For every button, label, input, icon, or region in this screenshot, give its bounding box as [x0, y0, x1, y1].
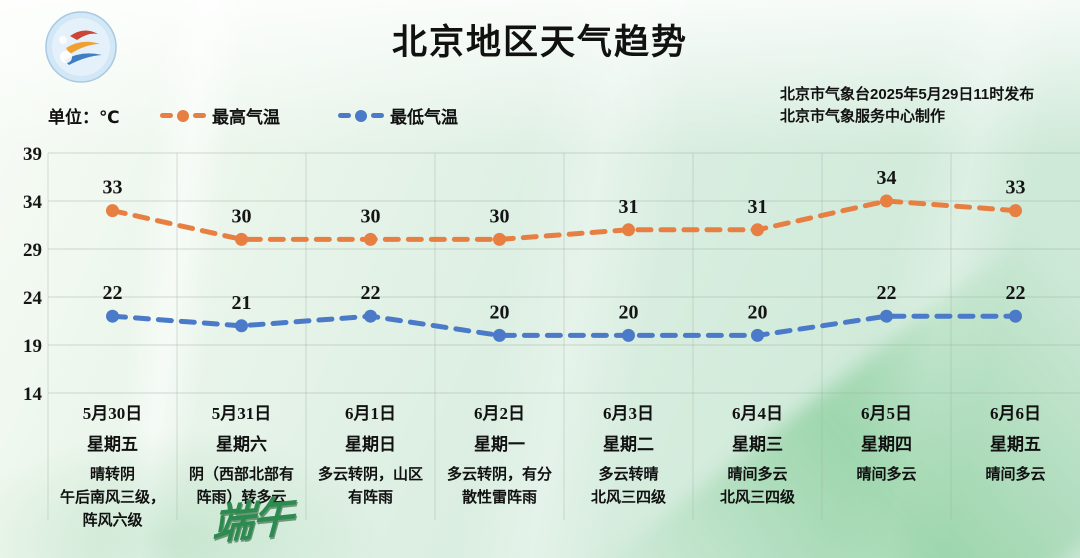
data-point-label: 20	[748, 301, 768, 323]
day-date: 6月4日	[732, 404, 783, 423]
data-point	[493, 232, 506, 246]
data-point	[364, 309, 377, 323]
data-point	[493, 328, 506, 342]
day-date: 6月2日	[474, 404, 525, 423]
beijing-meteorological-service-logo-icon	[45, 11, 117, 83]
data-point	[364, 232, 377, 246]
data-point-label: 31	[748, 196, 768, 218]
day-date: 6月3日	[603, 404, 654, 423]
series-line-最低气温	[110, 313, 1018, 338]
temperature-chart-svg: 39 34 29 24 19 14 33 30 30 30 31 31 34 33 22 21 22 20 20 20…	[23, 144, 1080, 520]
day-weather: 多云转晴 北风三四级	[590, 467, 666, 506]
day-date: 6月5日	[861, 404, 912, 423]
forecast-day: 5月30日 星期五 晴转阴 午后南风三级，阵风六级	[48, 402, 177, 533]
y-axis-tick: 39	[23, 144, 42, 165]
data-point-label: 30	[361, 205, 381, 227]
forecast-day: 6月3日 星期二 多云转晴 北风三四级	[564, 402, 693, 533]
low-temp-line-icon	[338, 109, 384, 122]
forecast-day: 6月1日 星期日 多云转阴，山区有阵雨	[306, 402, 435, 533]
day-weather: 晴间多云 北风三四级	[719, 467, 795, 506]
day-weather: 晴间多云	[985, 467, 1046, 483]
data-point	[106, 309, 119, 323]
publisher-info: 北京市气象台2025年5月29日11时发布 北京市气象服务中心制作	[780, 84, 1070, 128]
data-point	[751, 328, 764, 342]
data-point	[751, 223, 764, 237]
data-point-label: 30	[232, 205, 252, 227]
forecast-day: 6月4日 星期三 晴间多云 北风三四级	[693, 402, 822, 533]
data-point	[622, 328, 635, 342]
data-point-label: 33	[1006, 177, 1026, 199]
data-point-label: 20	[619, 301, 639, 323]
day-weekday: 星期三	[732, 435, 783, 454]
legend-item-high: 最高气温	[160, 103, 280, 128]
page-title: 北京地区天气趋势	[391, 23, 688, 62]
series-line-最高气温	[110, 198, 1018, 242]
data-point-label: 20	[490, 301, 510, 323]
data-point	[106, 204, 119, 218]
y-axis-tick: 14	[23, 384, 43, 405]
day-date: 5月31日	[211, 404, 272, 423]
y-axis-tick: 19	[23, 336, 42, 357]
day-date: 5月30日	[82, 404, 143, 423]
daily-forecast-row: 5月30日 星期五 晴转阴 午后南风三级，阵风六级 5月31日 星期六 阴（西部北…	[48, 402, 1080, 533]
data-point-label: 22	[103, 282, 123, 304]
data-point-label: 30	[490, 205, 510, 227]
legend-item-low: 最低气温	[338, 103, 458, 128]
y-axis-tick: 24	[23, 288, 43, 309]
data-point-label: 21	[232, 292, 252, 314]
forecast-day: 6月5日 星期四 晴间多云	[822, 402, 951, 533]
data-point-label: 33	[103, 177, 123, 199]
data-point	[235, 232, 248, 246]
y-axis-tick: 29	[23, 240, 42, 261]
day-weather: 多云转阴，有分散性雷阵雨	[446, 467, 552, 506]
day-weather: 阴（西部北部有阵雨）转多云	[188, 467, 294, 506]
data-point	[235, 319, 248, 333]
data-point-label: 22	[361, 282, 381, 304]
chart-legend: 最高气温 最低气温	[160, 103, 458, 128]
day-weather: 晴间多云	[856, 467, 917, 483]
unit-label: 单位：℃	[48, 108, 120, 127]
forecast-day: 6月2日 星期一 多云转阴，有分散性雷阵雨	[435, 402, 564, 533]
data-point-label: 31	[619, 196, 639, 218]
legend-label-low: 最低气温	[390, 108, 458, 127]
data-point	[880, 309, 893, 323]
y-axis-tick: 34	[23, 192, 43, 213]
forecast-day: 6月6日 星期五 晴间多云	[951, 402, 1080, 533]
data-point	[622, 223, 635, 237]
data-point-label: 22	[1006, 282, 1026, 304]
publisher-line2: 北京市气象服务中心制作	[780, 108, 946, 125]
data-point-label: 22	[877, 282, 897, 304]
data-point-label: 34	[877, 167, 897, 189]
day-date: 6月6日	[990, 404, 1041, 423]
day-weekday: 星期日	[345, 435, 396, 454]
day-weekday: 星期二	[603, 435, 654, 454]
day-date: 6月1日	[345, 404, 396, 423]
data-point	[880, 194, 893, 208]
legend-label-high: 最高气温	[212, 108, 280, 127]
day-weekday: 星期五	[87, 435, 138, 454]
dragon-boat-festival-mark: 端午	[211, 494, 293, 550]
day-weekday: 星期六	[216, 435, 267, 454]
publisher-line1: 北京市气象台2025年5月29日11时发布	[780, 86, 1035, 103]
data-point	[1009, 309, 1022, 323]
day-weekday: 星期四	[861, 435, 912, 454]
day-weather: 多云转阴，山区有阵雨	[317, 467, 423, 506]
day-weekday: 星期一	[474, 435, 525, 454]
data-point	[1009, 204, 1022, 218]
day-weather: 晴转阴 午后南风三级，阵风六级	[59, 467, 165, 529]
forecast-day: 5月31日 星期六 阴（西部北部有阵雨）转多云	[177, 402, 306, 533]
day-weekday: 星期五	[990, 435, 1041, 454]
high-temp-line-icon	[160, 109, 206, 122]
temperature-chart: 39 34 29 24 19 14 33 30 30 30 31 31 34 33 22 21 22 20 20 20…	[0, 140, 1080, 525]
